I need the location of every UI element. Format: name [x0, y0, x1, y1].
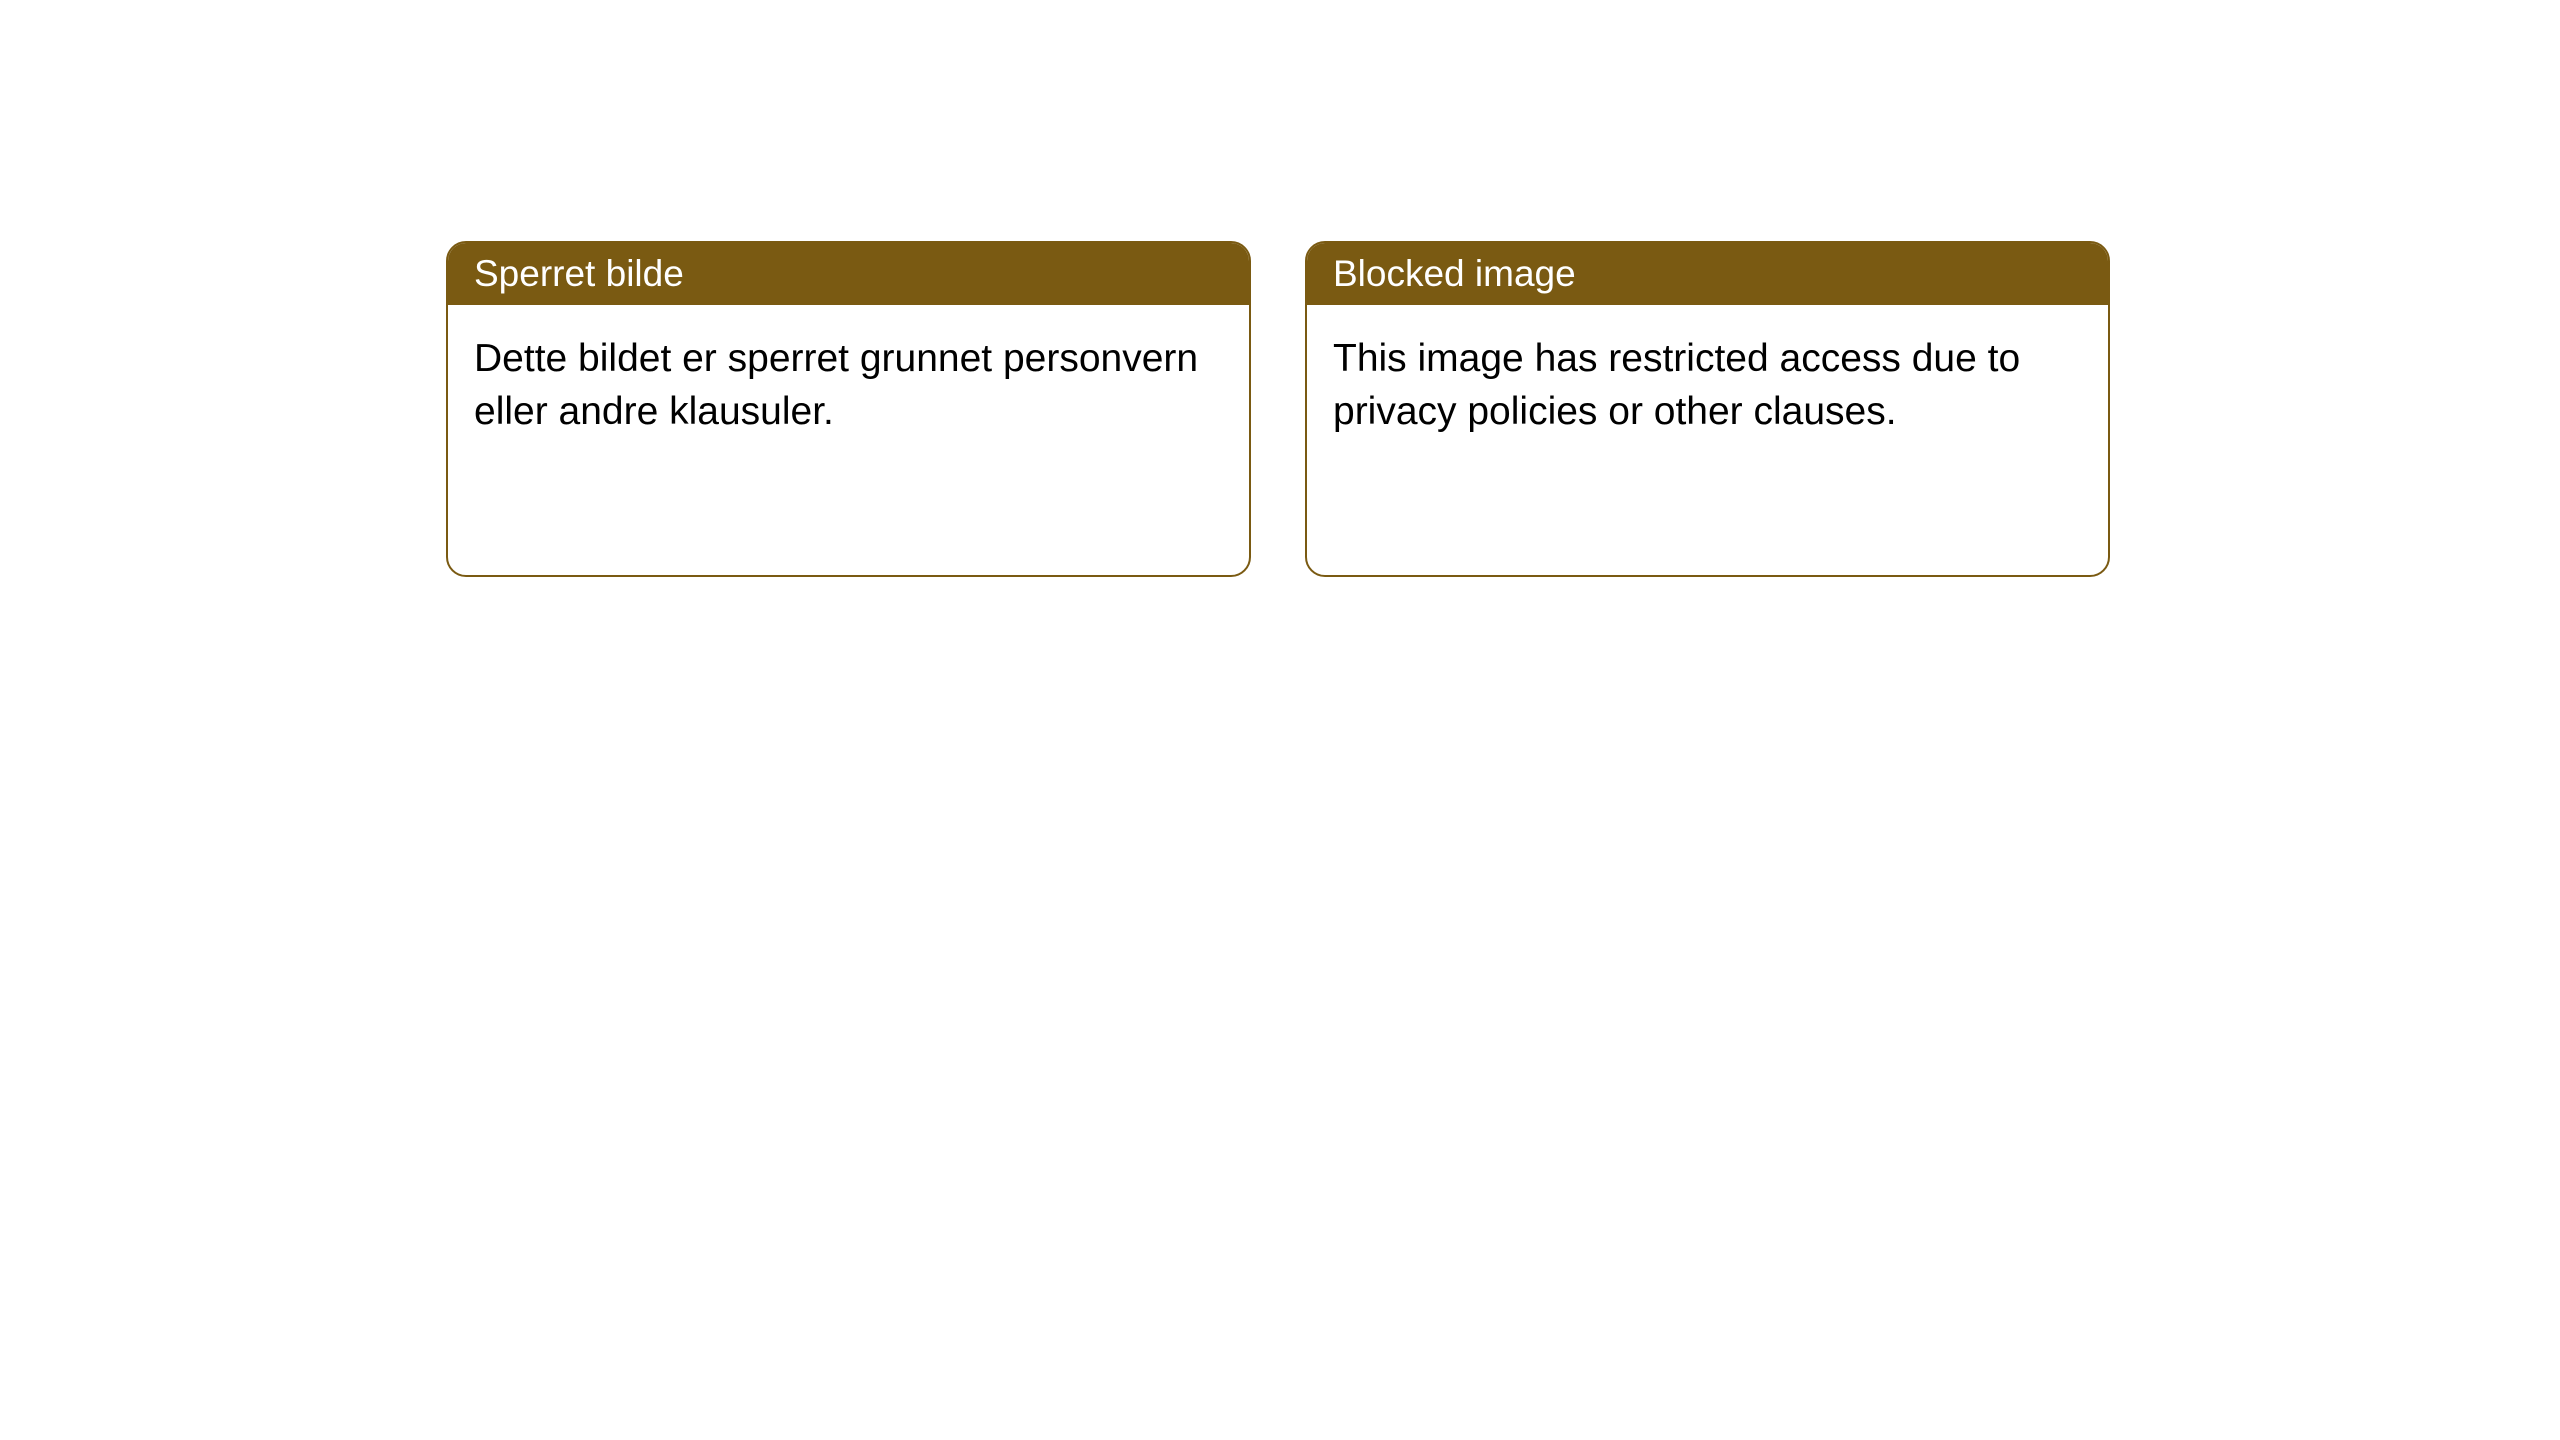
notice-cards-container: Sperret bilde Dette bildet er sperret gr… — [0, 0, 2560, 577]
card-header: Blocked image — [1307, 243, 2108, 305]
card-body-text: Dette bildet er sperret grunnet personve… — [474, 337, 1198, 433]
notice-card-norwegian: Sperret bilde Dette bildet er sperret gr… — [446, 241, 1251, 577]
card-header: Sperret bilde — [448, 243, 1249, 305]
card-body: This image has restricted access due to … — [1307, 305, 2108, 466]
card-body-text: This image has restricted access due to … — [1333, 337, 2020, 433]
card-title: Sperret bilde — [474, 253, 684, 294]
card-title: Blocked image — [1333, 253, 1576, 294]
card-body: Dette bildet er sperret grunnet personve… — [448, 305, 1249, 466]
notice-card-english: Blocked image This image has restricted … — [1305, 241, 2110, 577]
